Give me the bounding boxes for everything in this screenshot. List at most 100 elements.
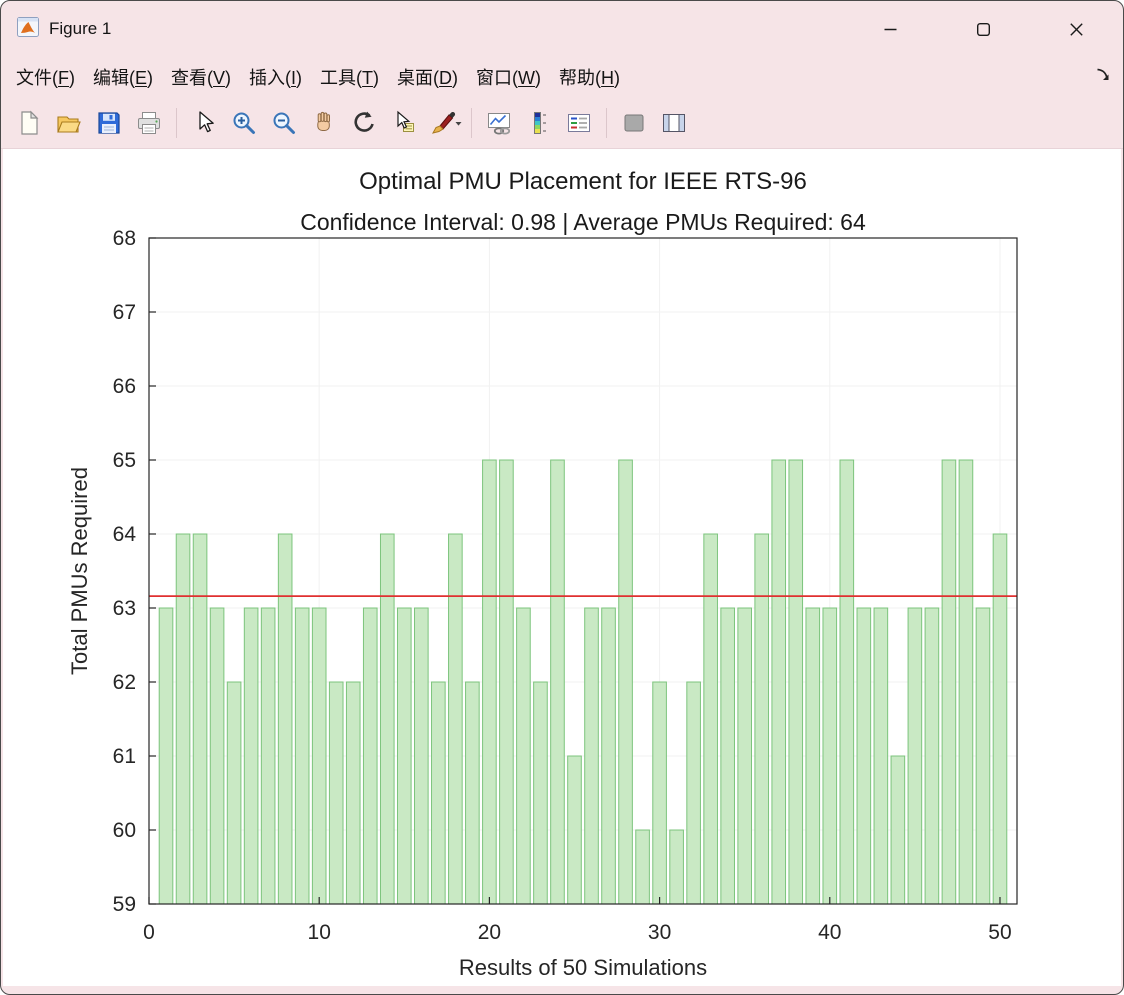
maximize-icon (977, 22, 990, 36)
print-icon (138, 111, 160, 134)
bar (311, 607, 327, 905)
bar (618, 459, 633, 905)
bar (635, 829, 650, 905)
x-tick-label: 50 (988, 921, 1011, 944)
bar (873, 607, 889, 905)
bar (686, 681, 701, 905)
toolbar-button-open-file[interactable] (49, 102, 89, 144)
figure-chart: 59 60 61 62 63 64 65 66 67 68 0 10 20 30 40 50 Results o… (67, 168, 1018, 980)
x-tick-label: 0 (143, 921, 155, 944)
maximize-button[interactable] (937, 1, 1030, 57)
bar (379, 533, 395, 905)
legend-icon (568, 113, 590, 132)
chart-title: Optimal PMU Placement for IEEE RTS-96 (359, 168, 807, 195)
menu-help[interactable]: 帮助(H) (559, 68, 621, 88)
zoom-out-icon (273, 112, 295, 134)
bar (192, 533, 208, 905)
bar (448, 533, 463, 905)
brush-data-icon (432, 111, 462, 134)
toolbar-button-pan-hand[interactable] (304, 102, 344, 144)
toolbar-button-legend[interactable] (559, 102, 599, 144)
x-tick-label: 40 (818, 921, 841, 944)
bar (260, 607, 276, 905)
pan-hand-icon (317, 111, 331, 131)
y-tick-label: 66 (113, 375, 136, 398)
rotate-3d-icon (354, 111, 374, 132)
toolbar-button-brush-data[interactable] (424, 102, 464, 144)
y-tick-label: 67 (113, 301, 136, 324)
bar (601, 607, 616, 905)
toolbar-button-link-plot[interactable] (479, 102, 519, 144)
menu-edit[interactable]: 编辑(E) (93, 68, 154, 88)
save-icon (98, 111, 120, 134)
bar (822, 607, 838, 905)
toolbar-button-save[interactable] (89, 102, 129, 144)
bar (924, 607, 940, 905)
bar (158, 607, 174, 905)
window-title: Figure 1 (49, 19, 112, 38)
minimize-button[interactable] (844, 1, 937, 57)
bar (243, 607, 259, 905)
menu-tools[interactable]: 工具(T) (320, 68, 380, 88)
bar (294, 607, 310, 905)
bar (890, 755, 906, 905)
titlebar[interactable]: Figure 1 (1, 1, 1123, 57)
bar (465, 681, 480, 905)
toolbar-button-zoom-in[interactable] (224, 102, 264, 144)
menu-insert[interactable]: 插入(I) (249, 68, 303, 88)
bar (533, 681, 548, 905)
toolbar-button-new-figure[interactable] (9, 102, 49, 144)
x-tick-label: 20 (478, 921, 501, 944)
menu-view[interactable]: 查看(V) (171, 68, 232, 88)
toolbar-button-zoom-out[interactable] (264, 102, 304, 144)
bar (175, 533, 191, 905)
bar (226, 681, 242, 905)
toolbar-button-rotate-3d[interactable] (344, 102, 384, 144)
bar (209, 607, 225, 905)
bar (839, 459, 855, 905)
bar (482, 459, 497, 905)
y-tick-label: 68 (113, 227, 136, 250)
window-controls (844, 1, 1123, 57)
bar (652, 681, 667, 905)
close-icon (1070, 22, 1083, 36)
y-tick-label: 62 (113, 671, 136, 694)
x-tick-label: 10 (308, 921, 331, 944)
menu-window[interactable]: 窗口(W) (476, 68, 542, 88)
open-file-icon (57, 115, 81, 133)
zoom-in-icon (233, 112, 255, 134)
axis-box (148, 237, 1018, 905)
menu-file[interactable]: 文件(F) (16, 68, 75, 88)
close-button[interactable] (1030, 1, 1123, 57)
y-tick-label: 63 (113, 597, 136, 620)
toolbar-separator (471, 107, 472, 138)
x-axis-label: Results of 50 Simulations (459, 955, 707, 980)
y-tick-label: 64 (113, 523, 137, 546)
bar (788, 459, 804, 905)
menubar: 文件(F) 编辑(E) 查看(V) 插入(I) 工具(T) 桌面(D) 窗口(W) 帮助(H) (1, 57, 1123, 97)
menu-desktop[interactable]: 桌面(D) (397, 68, 459, 88)
bar (516, 607, 531, 905)
toolbar-button-hide-plot-tools[interactable] (614, 102, 654, 144)
toolbar-button-data-cursor[interactable] (384, 102, 424, 144)
link-plot-icon (488, 112, 511, 134)
matlab-figure-icon (17, 16, 39, 42)
bar (328, 681, 344, 905)
x-tick-label: 30 (648, 921, 671, 944)
dock-figure-icon[interactable] (1095, 67, 1111, 83)
bar (431, 681, 446, 905)
bar (720, 607, 735, 905)
toolbar-button-edit-plot-pointer[interactable] (184, 102, 224, 144)
colorbar-icon (534, 111, 546, 134)
bar (414, 607, 429, 905)
toolbar-button-show-plot-tools[interactable] (654, 102, 694, 144)
toolbar-button-print[interactable] (129, 102, 169, 144)
toolbar-button-colorbar[interactable] (519, 102, 559, 144)
bar (754, 533, 770, 905)
bar (277, 533, 293, 905)
bar (362, 607, 378, 905)
bar (805, 607, 821, 905)
new-figure-icon (21, 110, 39, 135)
hide-plot-tools-icon (624, 114, 644, 131)
